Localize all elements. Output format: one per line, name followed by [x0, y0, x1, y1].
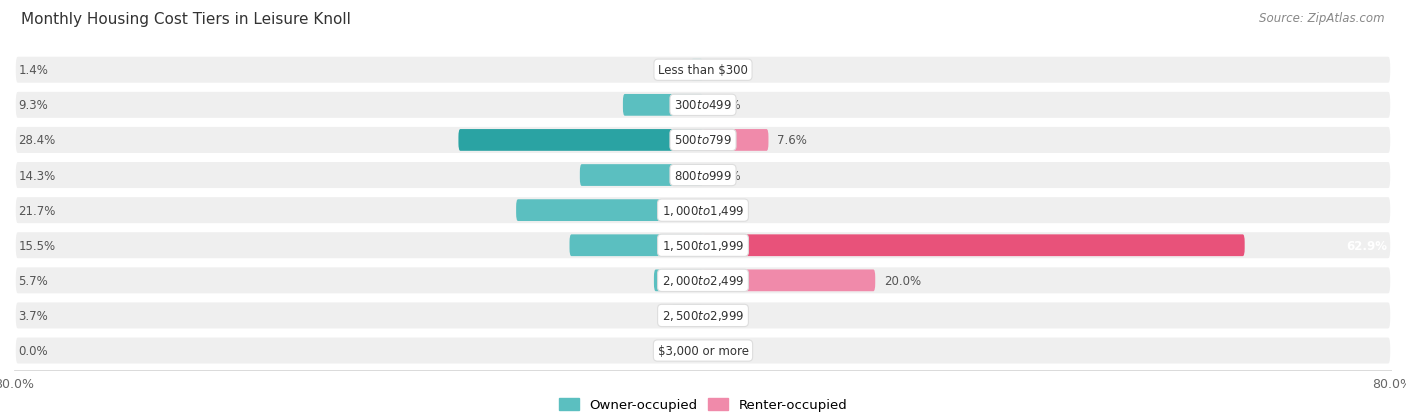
FancyBboxPatch shape [14, 91, 1392, 120]
Text: $500 to $799: $500 to $799 [673, 134, 733, 147]
Text: $800 to $999: $800 to $999 [673, 169, 733, 182]
FancyBboxPatch shape [569, 235, 703, 256]
Text: 0.0%: 0.0% [711, 64, 741, 77]
FancyBboxPatch shape [703, 270, 875, 292]
FancyBboxPatch shape [14, 56, 1392, 85]
Text: 0.0%: 0.0% [711, 309, 741, 322]
FancyBboxPatch shape [14, 301, 1392, 330]
FancyBboxPatch shape [703, 130, 769, 152]
FancyBboxPatch shape [14, 161, 1392, 190]
FancyBboxPatch shape [458, 130, 703, 152]
Text: 28.4%: 28.4% [18, 134, 56, 147]
FancyBboxPatch shape [14, 266, 1392, 295]
Text: 0.0%: 0.0% [711, 99, 741, 112]
FancyBboxPatch shape [579, 165, 703, 186]
FancyBboxPatch shape [14, 126, 1392, 155]
Text: 14.3%: 14.3% [18, 169, 56, 182]
Text: 7.6%: 7.6% [778, 134, 807, 147]
Text: 0.0%: 0.0% [18, 344, 48, 357]
Text: 9.3%: 9.3% [18, 99, 48, 112]
Text: $3,000 or more: $3,000 or more [658, 344, 748, 357]
FancyBboxPatch shape [671, 305, 703, 327]
Text: $300 to $499: $300 to $499 [673, 99, 733, 112]
Text: $2,500 to $2,999: $2,500 to $2,999 [662, 309, 744, 323]
FancyBboxPatch shape [516, 200, 703, 221]
Text: Monthly Housing Cost Tiers in Leisure Knoll: Monthly Housing Cost Tiers in Leisure Kn… [21, 12, 351, 27]
Text: 5.7%: 5.7% [18, 274, 48, 287]
Legend: Owner-occupied, Renter-occupied: Owner-occupied, Renter-occupied [554, 393, 852, 413]
Text: 0.0%: 0.0% [711, 169, 741, 182]
FancyBboxPatch shape [690, 60, 703, 81]
Text: 0.0%: 0.0% [711, 344, 741, 357]
Text: Less than $300: Less than $300 [658, 64, 748, 77]
Text: 1.4%: 1.4% [18, 64, 48, 77]
FancyBboxPatch shape [14, 196, 1392, 225]
FancyBboxPatch shape [14, 336, 1392, 366]
Text: 15.5%: 15.5% [18, 239, 55, 252]
Text: $2,000 to $2,499: $2,000 to $2,499 [662, 274, 744, 287]
Text: 0.0%: 0.0% [711, 204, 741, 217]
Text: 3.7%: 3.7% [18, 309, 48, 322]
FancyBboxPatch shape [623, 95, 703, 116]
Text: $1,000 to $1,499: $1,000 to $1,499 [662, 204, 744, 218]
FancyBboxPatch shape [14, 231, 1392, 260]
FancyBboxPatch shape [703, 235, 1244, 256]
Text: 20.0%: 20.0% [884, 274, 921, 287]
Text: Source: ZipAtlas.com: Source: ZipAtlas.com [1260, 12, 1385, 25]
Text: $1,500 to $1,999: $1,500 to $1,999 [662, 239, 744, 253]
Text: 62.9%: 62.9% [1347, 239, 1388, 252]
Text: 21.7%: 21.7% [18, 204, 56, 217]
FancyBboxPatch shape [654, 270, 703, 292]
